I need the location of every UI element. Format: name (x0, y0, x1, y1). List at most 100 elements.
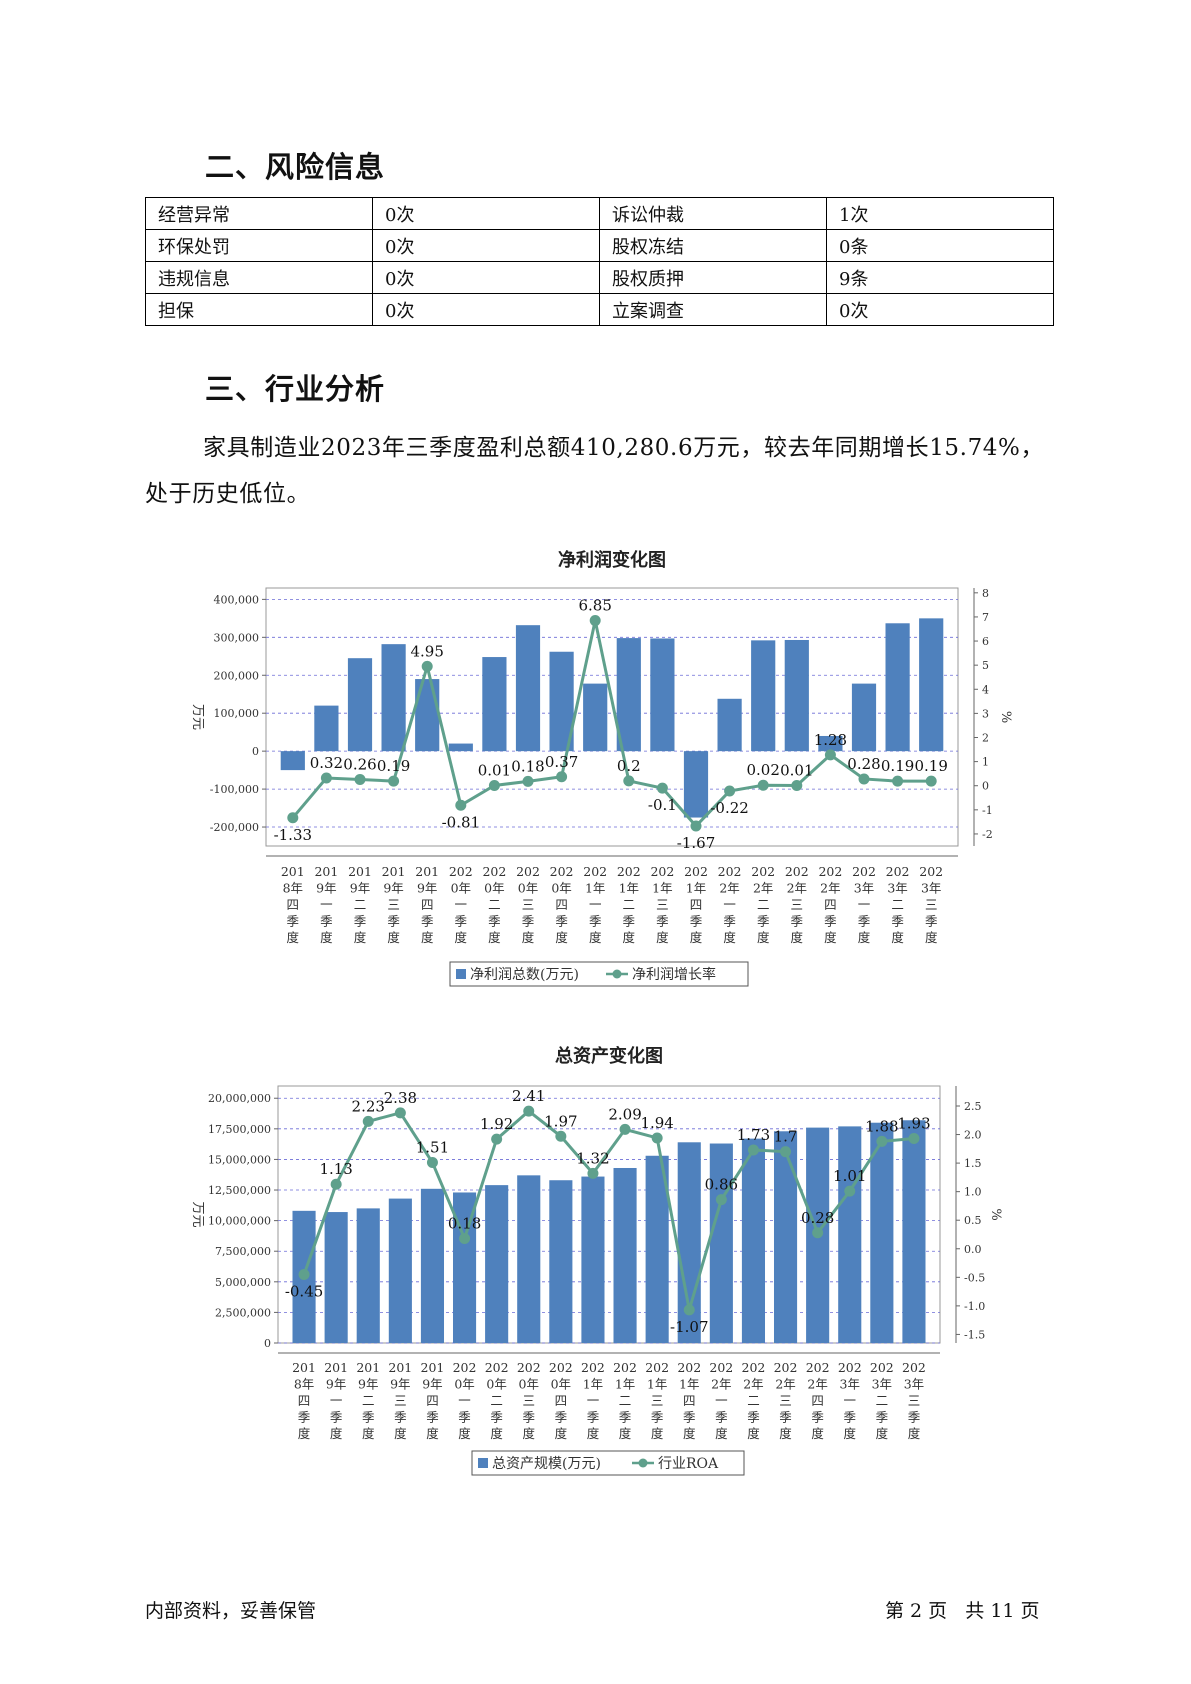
x-tick-label: 度 (490, 1426, 503, 1441)
x-tick-label: 一 (587, 1393, 600, 1408)
y2-tick-label: 0.5 (964, 1214, 982, 1227)
y-tick-label: 300,000 (214, 631, 260, 644)
x-tick-label: 季 (690, 914, 703, 929)
x-tick-label: 2年 (775, 1377, 795, 1392)
x-tick-label: 202 (852, 864, 876, 879)
x-tick-label: 四 (555, 897, 568, 912)
x-tick-label: 一 (330, 1393, 343, 1408)
risk-item-value: 0次 (372, 229, 600, 262)
risk-item-label: 违规信息 (145, 261, 373, 294)
bar (717, 698, 742, 752)
line-point (522, 775, 534, 787)
x-tick-label: 9年 (417, 881, 437, 896)
y2-tick-label: -1.0 (964, 1300, 985, 1313)
series-line (291, 620, 932, 829)
line-point (426, 1157, 438, 1169)
x-tick-label: 度 (811, 1426, 824, 1441)
x-tick-label: 201 (388, 1360, 412, 1375)
data-label: 0.28 (801, 1209, 834, 1227)
x-tick-label: 1年 (615, 1377, 635, 1392)
x-tick-label: 季 (656, 914, 669, 929)
x-tick-label: 季 (589, 914, 602, 929)
legend-box (449, 961, 749, 987)
y2-tick-label: 0.0 (964, 1243, 982, 1256)
x-tick-label: 202 (718, 864, 742, 879)
line-point (925, 775, 937, 787)
bar (919, 618, 944, 752)
table-row: 环保处罚 0次 股权冻结 0条 (145, 229, 1054, 262)
y-tick-label: 400,000 (214, 593, 260, 606)
x-tick-label: 0年 (518, 881, 538, 896)
x-tick-label: 一 (843, 1393, 856, 1408)
x-tick-label: 0年 (519, 1377, 539, 1392)
x-tick-label: 季 (298, 1410, 311, 1425)
x-tick-label: 度 (858, 930, 871, 945)
x-tick-label: 二 (619, 1393, 632, 1408)
legend-point-swatch (612, 969, 622, 979)
x-tick-label: 四 (824, 897, 837, 912)
x-tick-label: 202 (919, 864, 943, 879)
data-label: 0.18 (511, 757, 544, 775)
risk-info-table: 经营异常 0次 诉讼仲裁 1次 环保处罚 0次 股权冻结 0条 违规信息 0次 股权质押 9条 担保 0次… (145, 197, 1054, 326)
data-label: -0.1 (648, 796, 677, 814)
y-tick-label: 10,000,000 (208, 1215, 271, 1228)
data-label: -0.22 (710, 799, 748, 817)
bar (709, 1143, 733, 1343)
x-tick-label: 季 (490, 1410, 503, 1425)
y2-tick-label: -0.5 (964, 1271, 985, 1284)
line-point (623, 775, 635, 787)
risk-item-label: 环保处罚 (145, 229, 373, 262)
x-tick-label: 9年 (316, 881, 336, 896)
data-label: -0.81 (442, 813, 480, 831)
data-label: -0.45 (285, 1282, 323, 1300)
line-point (715, 1194, 727, 1206)
bar (388, 1198, 412, 1343)
x-tick-label: 一 (858, 897, 871, 912)
x-tick-label: 2年 (807, 1377, 827, 1392)
x-tick-label: 9年 (326, 1377, 346, 1392)
data-label: 1.93 (897, 1115, 930, 1133)
x-tick-label: 度 (715, 1426, 728, 1441)
y-tick-label: 15,000,000 (208, 1153, 271, 1166)
bar (613, 1167, 637, 1343)
legend-label: 净利润增长率 (632, 966, 716, 983)
line-point (651, 1132, 663, 1144)
line-point (757, 779, 769, 791)
line-point (876, 1135, 888, 1147)
x-tick-label: 3年 (921, 881, 941, 896)
line-point (555, 1130, 567, 1142)
x-tick-label: 四 (421, 897, 434, 912)
data-label: 2.38 (384, 1089, 417, 1107)
bar (851, 683, 877, 752)
x-tick-label: 度 (690, 930, 703, 945)
y2-tick-label: 8 (982, 587, 989, 600)
x-tick-label: 202 (613, 1360, 637, 1375)
line-point (656, 782, 668, 794)
x-tick-label: 202 (650, 864, 674, 879)
line-point (330, 1178, 342, 1190)
x-tick-label: 季 (555, 1410, 568, 1425)
bar (818, 735, 843, 752)
line-point (394, 1107, 406, 1119)
risk-item-label: 经营异常 (145, 197, 373, 230)
industry-summary-paragraph: 家具制造业2023年三季度盈利总额410,280.6万元，较去年同期增长15.7… (145, 435, 1045, 507)
x-tick-label: 202 (453, 1360, 477, 1375)
x-tick-label: 度 (651, 1426, 664, 1441)
x-tick-label: 季 (757, 914, 770, 929)
x-tick-label: 202 (482, 864, 506, 879)
line-point (523, 1105, 535, 1117)
y-tick-label: 17,500,000 (208, 1123, 271, 1136)
bar (517, 1175, 541, 1343)
x-tick-label: 季 (747, 1410, 760, 1425)
data-label: 0.2 (617, 757, 641, 775)
data-label: 0.37 (545, 753, 578, 771)
x-tick-label: 季 (651, 1410, 664, 1425)
x-tick-label: 季 (876, 1410, 889, 1425)
y-tick-label: 200,000 (214, 669, 260, 682)
risk-item-label: 诉讼仲裁 (599, 197, 827, 230)
risk-item-value: 0次 (826, 293, 1054, 326)
x-tick-label: 201 (314, 864, 338, 879)
x-tick-label: 季 (858, 914, 871, 929)
x-tick-label: 202 (886, 864, 910, 879)
line-point (908, 1133, 920, 1145)
